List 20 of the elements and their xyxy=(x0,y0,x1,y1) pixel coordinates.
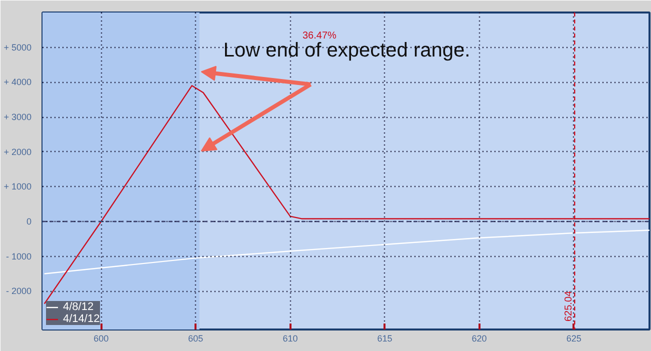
y-tick-label: + 3000 xyxy=(4,112,32,122)
y-tick-label: + 5000 xyxy=(4,42,32,52)
x-tick-label: 605 xyxy=(188,334,204,344)
y-tick-label: - 1000 xyxy=(6,251,32,262)
legend-label: 4/14/12 xyxy=(63,313,100,325)
x-tick-label: 625 xyxy=(566,334,582,344)
x-tick-label: 620 xyxy=(472,334,487,344)
annotation: Low end of expected range. xyxy=(223,40,470,62)
x-tick-label: 615 xyxy=(377,334,392,344)
legend-label: 4/8/12 xyxy=(63,301,94,313)
ref-line-label: 625.04 xyxy=(564,290,575,322)
y-tick-label: + 1000 xyxy=(4,182,32,192)
annotation: 36.47% xyxy=(302,30,337,42)
line-series xyxy=(44,230,650,274)
y-tick-label: + 2000 xyxy=(4,146,32,157)
x-tick-label: 610 xyxy=(282,334,298,344)
x-tick-label: 600 xyxy=(94,334,109,344)
y-tick-label: + 4000 xyxy=(4,77,32,88)
y-tick-label: 0 xyxy=(26,216,32,227)
y-tick-label: - 2000 xyxy=(6,286,32,296)
